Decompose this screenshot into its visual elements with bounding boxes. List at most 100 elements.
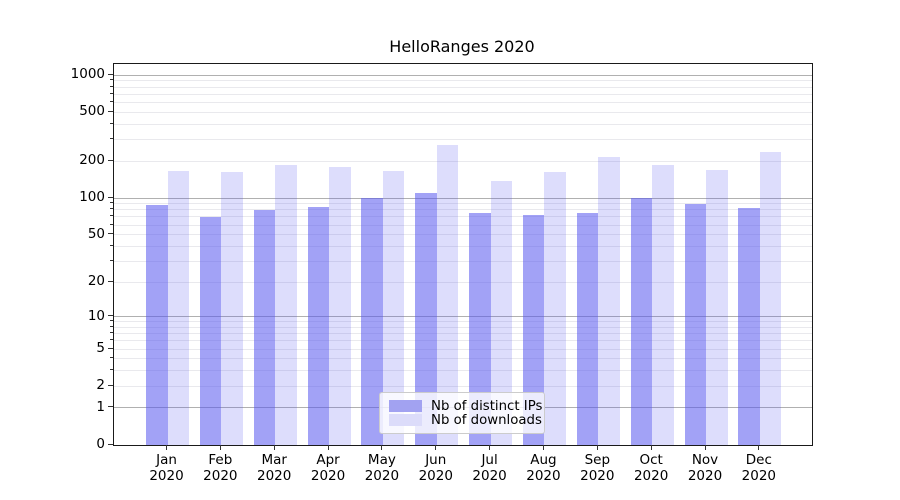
x-tick-label: Dec 2020	[741, 452, 777, 484]
y-tick-label: 500	[79, 103, 105, 120]
y-minor-tick-mark	[110, 101, 113, 103]
y-tick-label: 5	[96, 340, 105, 357]
gridline-minor	[114, 340, 812, 342]
gridline-minor	[114, 281, 812, 283]
gridline-minor	[114, 224, 812, 226]
x-tick-label: Aug 2020	[526, 452, 561, 484]
x-tick-label: Feb 2020	[203, 452, 238, 484]
bar-sep-ips	[576, 212, 599, 445]
gridline-minor	[114, 160, 812, 162]
bar-dec-downloads	[759, 151, 782, 445]
gridline-minor	[114, 139, 812, 141]
y-minor-tick-mark	[110, 138, 113, 140]
gridline-minor	[114, 260, 812, 262]
y-tick-mark	[108, 159, 113, 161]
bar-oct-ips	[630, 197, 653, 445]
x-tick-label: Mar 2020	[257, 452, 292, 484]
bar-jun-downloads	[436, 145, 459, 445]
bar-nov-ips	[684, 204, 706, 445]
bar-apr-ips	[307, 206, 330, 445]
legend-item-downloads: Nb of downloads	[389, 413, 542, 428]
x-tick-mark	[273, 445, 275, 450]
y-tick-label: 20	[87, 273, 105, 290]
legend-label-distinct-ips: Nb of distinct IPs	[431, 398, 543, 414]
x-tick-label: Nov 2020	[687, 452, 723, 484]
gridline-minor	[114, 326, 812, 328]
y-tick-label: 0	[96, 436, 105, 452]
gridline-minor	[114, 102, 812, 104]
bar-oct-downloads	[652, 164, 674, 445]
x-tick-label: Jul 2020	[472, 452, 507, 484]
y-minor-tick-mark	[110, 369, 113, 371]
bar-feb-downloads	[221, 172, 243, 445]
y-minor-tick-mark	[110, 85, 113, 87]
y-tick-label: 2	[96, 377, 105, 394]
gridline-minor	[114, 370, 812, 372]
x-tick-mark	[596, 445, 598, 450]
bar-mar-downloads	[275, 164, 297, 445]
gridline-minor	[114, 93, 812, 95]
y-minor-tick-mark	[110, 92, 113, 94]
y-minor-tick-mark	[110, 202, 113, 204]
gridline-minor	[114, 216, 812, 218]
y-minor-tick-mark	[110, 79, 113, 81]
bar-apr-downloads	[329, 167, 351, 445]
legend-item-distinct-ips: Nb of distinct IPs	[389, 399, 542, 414]
y-tick-label: 100	[79, 189, 105, 206]
gridline-minor	[114, 209, 812, 211]
y-tick-label: 1	[96, 398, 105, 415]
x-tick-mark	[327, 445, 329, 450]
y-tick-label: 50	[87, 225, 105, 242]
bar-nov-downloads	[706, 169, 728, 445]
x-tick-mark	[758, 445, 760, 450]
y-tick-label: 10	[87, 307, 105, 324]
bar-feb-ips	[199, 216, 222, 445]
y-tick-mark	[108, 73, 113, 75]
bar-jun-ips	[415, 192, 437, 445]
gridline-major	[114, 197, 812, 199]
bar-jul-downloads	[490, 180, 513, 445]
gridline-minor	[114, 385, 812, 387]
legend-label-downloads: Nb of downloads	[431, 412, 542, 428]
y-minor-tick-mark	[110, 122, 113, 124]
y-tick-mark	[108, 110, 113, 112]
x-tick-label: Apr 2020	[310, 452, 346, 484]
gridline-minor	[114, 358, 812, 360]
bar-aug-downloads	[544, 171, 566, 445]
x-tick-mark	[166, 445, 167, 450]
x-tick-mark	[704, 445, 706, 450]
gridline-minor	[114, 203, 812, 205]
y-minor-tick-mark	[110, 223, 113, 225]
gridline-minor	[114, 123, 812, 125]
gridline-minor	[114, 348, 812, 350]
gridline-major	[114, 316, 812, 318]
x-tick-label: Jun 2020	[418, 452, 453, 484]
y-tick-mark	[108, 233, 113, 235]
legend-swatch-distinct-ips	[389, 400, 422, 412]
x-tick-mark	[542, 445, 544, 450]
x-tick-label: Jan 2020	[149, 452, 184, 484]
y-minor-tick-mark	[110, 339, 113, 341]
bar-jan-downloads	[167, 170, 189, 445]
y-tick-mark	[108, 406, 113, 408]
y-tick-label: 1000	[70, 66, 105, 83]
legend: Nb of distinct IPs Nb of downloads	[379, 392, 545, 434]
y-minor-tick-mark	[110, 259, 113, 261]
x-tick-mark	[381, 445, 383, 450]
x-tick-label: Oct 2020	[633, 452, 669, 484]
gridline-minor	[114, 111, 812, 113]
y-minor-tick-mark	[110, 320, 113, 322]
gridline-minor	[114, 80, 812, 82]
y-tick-mark	[108, 280, 113, 282]
gridline-minor	[114, 333, 812, 335]
bar-may-downloads	[382, 171, 405, 445]
gridline-minor	[114, 86, 812, 88]
bar-jul-ips	[469, 213, 491, 445]
gridline-minor	[114, 321, 812, 323]
x-tick-mark	[435, 445, 437, 450]
plot-area: Nb of distinct IPs Nb of downloads	[113, 63, 813, 446]
y-minor-tick-mark	[110, 332, 113, 334]
y-tick-mark	[108, 315, 113, 317]
bar-aug-ips	[522, 215, 545, 445]
